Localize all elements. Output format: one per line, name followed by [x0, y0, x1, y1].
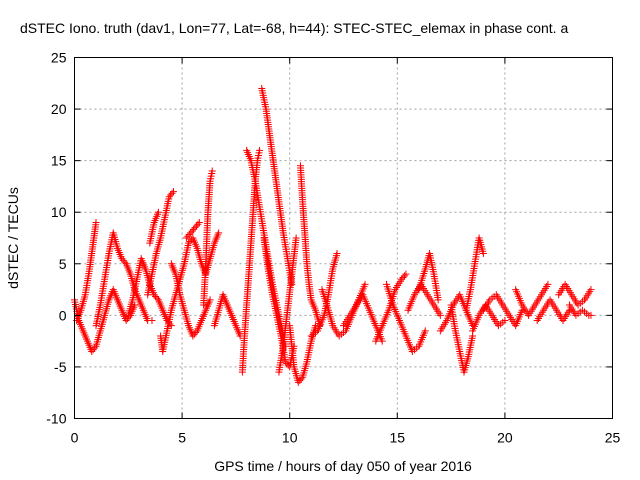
data-point [119, 256, 127, 264]
data-point [283, 359, 291, 367]
data-point [88, 347, 96, 355]
plot-frame [74, 57, 613, 419]
data-point [434, 296, 442, 304]
y-tick-label: -10 [46, 411, 66, 427]
data-point [501, 317, 509, 325]
axis-ticks [74, 57, 613, 419]
data-point [398, 275, 406, 283]
x-tick-label: 5 [178, 430, 186, 446]
data-point [333, 249, 341, 257]
data-point [215, 229, 223, 237]
data-point [148, 317, 156, 325]
data-point [297, 375, 305, 383]
data-point [361, 280, 369, 288]
data-point [153, 294, 161, 302]
data-point [378, 337, 386, 345]
data-point [288, 280, 296, 288]
data-point [167, 191, 175, 199]
x-tick-label: 15 [390, 430, 406, 446]
data-point [89, 346, 97, 354]
x-tick-labels: 0 5 10 15 20 25 [71, 430, 621, 446]
data-point [479, 249, 487, 257]
data-point [399, 274, 407, 282]
y-tick-labels: -10 -5 0 5 10 15 20 25 [46, 50, 66, 427]
data-point [165, 193, 173, 201]
data-point [192, 222, 200, 230]
data-point [121, 258, 129, 266]
data-point [169, 188, 177, 196]
data-point [168, 189, 176, 197]
data-point [296, 377, 304, 385]
y-axis-label: dSTEC / TECUs [5, 187, 21, 289]
data-point [91, 344, 99, 352]
x-axis-label: GPS time / hours of day 050 of year 2016 [214, 458, 472, 474]
data-point [154, 208, 162, 216]
data-point [402, 270, 410, 278]
data-point [421, 327, 429, 335]
y-tick-label: 25 [51, 50, 67, 66]
x-tick-label: 10 [282, 430, 298, 446]
data-point [400, 272, 408, 280]
data-point [189, 332, 197, 340]
grid-lines [74, 57, 613, 419]
data-point [206, 296, 214, 304]
data-point [118, 255, 126, 263]
data-point [190, 330, 198, 338]
data-point [92, 219, 100, 227]
data-point [185, 231, 193, 239]
data-point [190, 225, 198, 233]
y-tick-label: 15 [51, 153, 67, 169]
data-point [182, 234, 190, 242]
data-point [191, 224, 199, 232]
data-point [281, 358, 289, 366]
data-point [152, 292, 160, 300]
data-point [150, 291, 158, 299]
data-point [188, 227, 196, 235]
data-point [294, 378, 302, 386]
data-points [71, 84, 595, 386]
data-point [587, 311, 595, 319]
data-point [195, 219, 203, 227]
data-point [194, 220, 202, 228]
data-point [192, 329, 200, 337]
x-tick-label: 0 [71, 430, 79, 446]
y-tick-label: -5 [54, 359, 67, 375]
data-point [185, 239, 193, 247]
y-tick-label: 10 [51, 204, 67, 220]
y-tick-label: 0 [59, 307, 67, 323]
data-point [184, 232, 192, 240]
data-point [122, 317, 130, 325]
data-point [187, 229, 195, 237]
data-point [544, 280, 552, 288]
x-tick-label: 20 [497, 430, 513, 446]
data-point [208, 167, 216, 175]
chart-title: dSTEC Iono. truth (dav1, Lon=77, Lat=-68… [20, 20, 568, 36]
data-point [587, 286, 595, 294]
y-tick-label: 5 [59, 256, 67, 272]
data-point [436, 311, 444, 319]
x-tick-label: 25 [605, 430, 621, 446]
data-point [167, 322, 175, 330]
data-point [186, 237, 194, 245]
y-tick-label: 20 [51, 101, 67, 117]
data-point [124, 315, 132, 323]
data-point [292, 234, 300, 242]
data-point [256, 146, 264, 154]
